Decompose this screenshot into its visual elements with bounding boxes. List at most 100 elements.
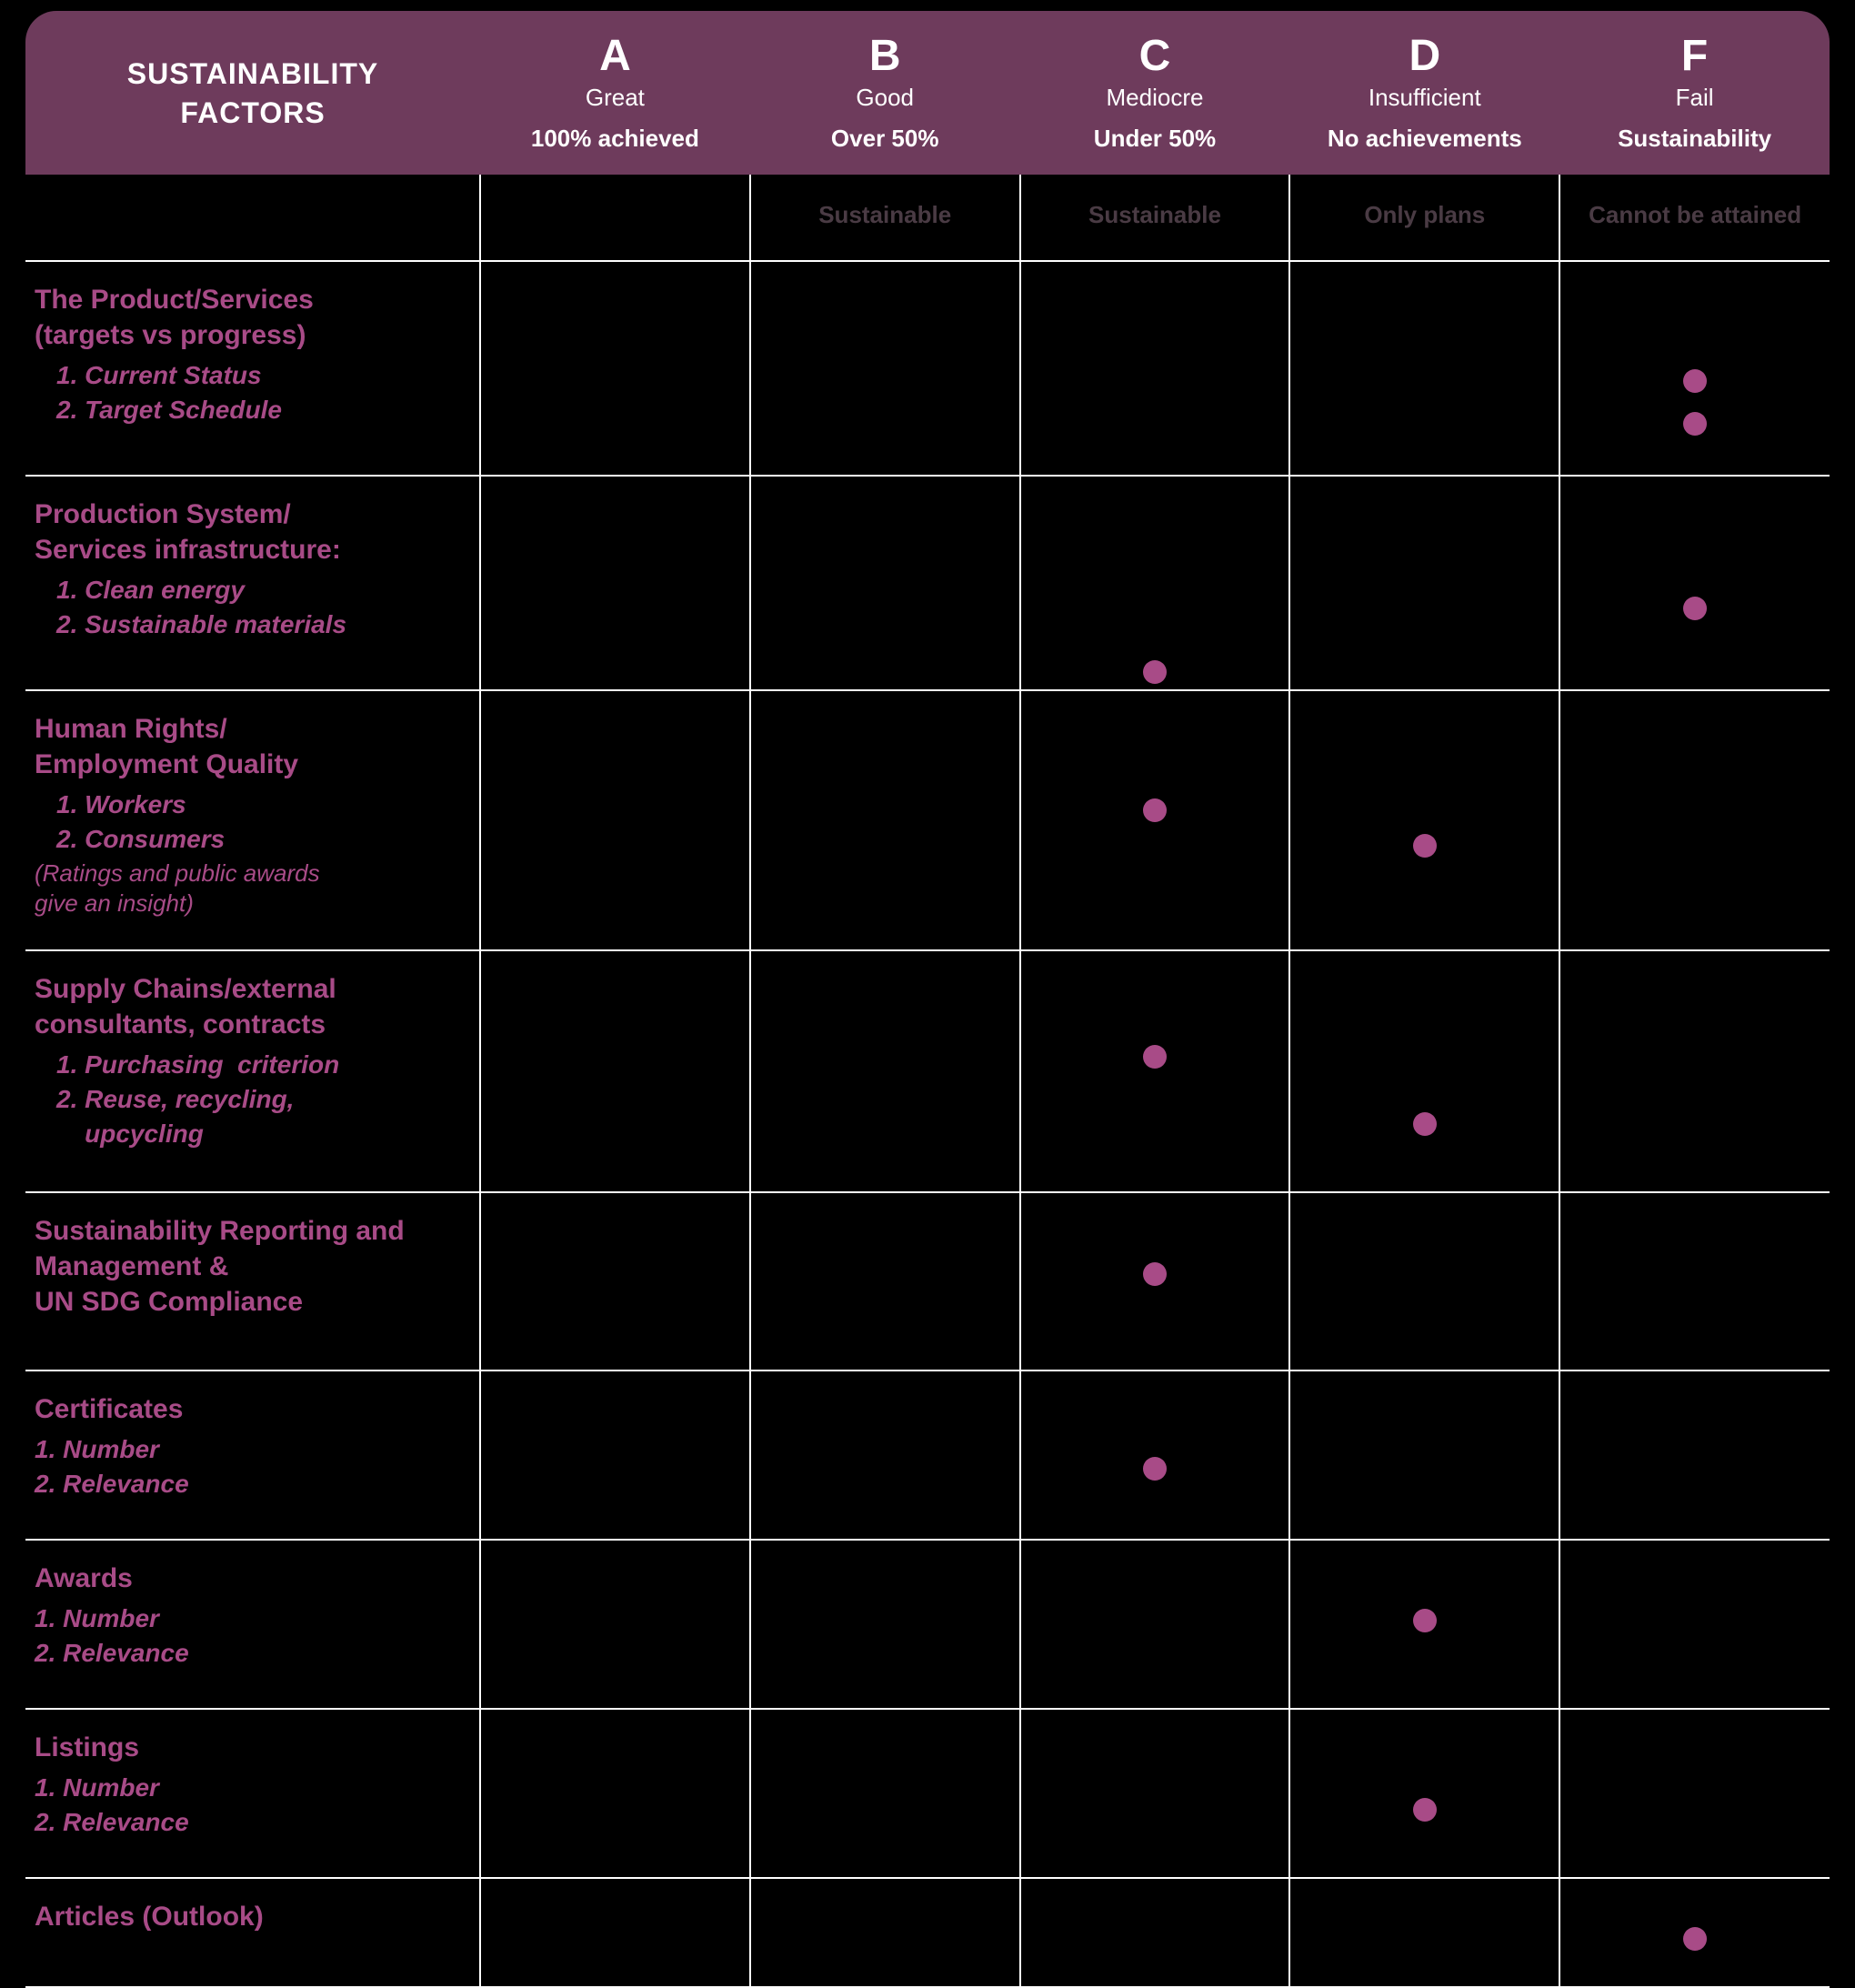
subheader-row: SustainableSustainableOnly plansCannot b… <box>25 175 1830 261</box>
grade-cell <box>1559 1709 1830 1878</box>
score-dot <box>1413 834 1437 858</box>
factor-title: Listings <box>35 1730 466 1765</box>
subheader-grade-cell: Only plans <box>1289 175 1559 261</box>
factor-title: Awards <box>35 1561 466 1596</box>
factor-subitem: 1. Workers <box>35 788 466 822</box>
factor-subitem: 2. Target Schedule <box>35 393 466 427</box>
grade-cell <box>750 1878 1020 1987</box>
header-row: SUSTAINABILITY FACTORS A Great 100% achi… <box>25 11 1830 175</box>
score-dot <box>1413 1112 1437 1136</box>
table-row: The Product/Services(targets vs progress… <box>25 261 1830 476</box>
table-row: Awards 1. Number2. Relevance <box>25 1540 1830 1709</box>
grade-cell <box>480 1709 750 1878</box>
score-dot <box>1683 1927 1707 1951</box>
subheader-grade-cell: Sustainable <box>1020 175 1290 261</box>
score-dot <box>1143 1457 1167 1481</box>
factor-title: Supply Chains/externalconsultants, contr… <box>35 971 466 1042</box>
factor-cell: Articles (Outlook) <box>25 1878 480 1987</box>
subheader-factor-cell <box>25 175 480 261</box>
table-row: Articles (Outlook) <box>25 1878 1830 1987</box>
subheader-grade-cell: Cannot be attained <box>1559 175 1830 261</box>
grade-cell <box>750 690 1020 950</box>
grade-cell <box>750 1192 1020 1371</box>
grade-sub: 100% achieved <box>491 125 739 153</box>
grade-cell <box>750 1540 1020 1709</box>
table-row: Supply Chains/externalconsultants, contr… <box>25 950 1830 1192</box>
factor-subitems: 1. Number2. Relevance <box>35 1432 466 1501</box>
factor-cell: Sustainability Reporting andManagement &… <box>25 1192 480 1371</box>
factor-subitems: 1. Current Status2. Target Schedule <box>35 358 466 427</box>
grade-cell <box>750 476 1020 690</box>
grade-cell <box>1289 261 1559 476</box>
factor-subitem: 2. Relevance <box>35 1467 466 1501</box>
grade-cell <box>480 1540 750 1709</box>
grade-sub: Under 50% <box>1031 125 1279 153</box>
scorecard-wrapper: { "colors": { "background": "#000000", "… <box>0 0 1855 1862</box>
grade-cell <box>750 950 1020 1192</box>
grade-cell <box>1559 1192 1830 1371</box>
grade-cell <box>1020 1540 1290 1709</box>
grade-cell <box>1020 476 1290 690</box>
grade-cell <box>1559 261 1830 476</box>
grade-sub: No achievements <box>1300 125 1549 153</box>
header-grade-d: D Insufficient No achievements <box>1289 11 1559 175</box>
factor-subitems: 1. Workers2. Consumers <box>35 788 466 857</box>
grade-cell <box>1559 476 1830 690</box>
factor-subitems: 1. Number2. Relevance <box>35 1771 466 1840</box>
factor-subitems: 1. Number2. Relevance <box>35 1601 466 1671</box>
table-row: Human Rights/Employment Quality1. Worker… <box>25 690 1830 950</box>
factor-note: (Ratings and public awardsgive an insigh… <box>35 858 466 920</box>
grade-word: Mediocre <box>1031 84 1279 112</box>
grade-cell <box>1559 1540 1830 1709</box>
grade-cell <box>1559 690 1830 950</box>
grade-word: Insufficient <box>1300 84 1549 112</box>
factor-title: The Product/Services(targets vs progress… <box>35 282 466 353</box>
factor-subitem: 1. Number <box>35 1601 466 1636</box>
factor-subitem: 1. Number <box>35 1432 466 1467</box>
factor-subitems: 1. Purchasing criterion2. Reuse, recycli… <box>35 1048 466 1150</box>
grade-cell <box>1020 261 1290 476</box>
score-dot <box>1683 412 1707 436</box>
grade-cell <box>1289 1540 1559 1709</box>
factor-subitem: 1. Number <box>35 1771 466 1805</box>
factor-subitems: 1. Clean energy2. Sustainable materials <box>35 573 466 642</box>
factor-title: Articles (Outlook) <box>35 1899 466 1934</box>
factor-subitem: 2. Relevance <box>35 1805 466 1840</box>
factor-subitem: 2. Sustainable materials <box>35 607 466 642</box>
score-dot <box>1143 1045 1167 1069</box>
score-dot <box>1413 1798 1437 1822</box>
factor-cell: Certificates1. Number2. Relevance <box>25 1371 480 1540</box>
grade-cell <box>1289 1192 1559 1371</box>
grade-cell <box>480 690 750 950</box>
header-factors: SUSTAINABILITY FACTORS <box>25 11 480 175</box>
score-dot <box>1143 660 1167 684</box>
grade-cell <box>750 261 1020 476</box>
table-body: SustainableSustainableOnly plansCannot b… <box>25 175 1830 1987</box>
factor-subitem: 2. Reuse, recycling, upcycling <box>35 1082 466 1151</box>
grade-cell <box>1559 1371 1830 1540</box>
grade-letter: D <box>1300 35 1549 78</box>
header-grade-b: B Good Over 50% <box>750 11 1020 175</box>
factor-cell: Production System/Services infrastructur… <box>25 476 480 690</box>
score-dot <box>1683 369 1707 393</box>
grade-word: Great <box>491 84 739 112</box>
grade-cell <box>1020 1371 1290 1540</box>
grade-word: Good <box>761 84 1009 112</box>
header-grade-a: A Great 100% achieved <box>480 11 750 175</box>
grade-letter: A <box>491 35 739 78</box>
factor-subitem: 1. Current Status <box>35 358 466 393</box>
grade-cell <box>1020 1192 1290 1371</box>
factor-cell: Awards 1. Number2. Relevance <box>25 1540 480 1709</box>
grade-cell <box>1559 1878 1830 1987</box>
grade-cell <box>480 950 750 1192</box>
factor-title: Sustainability Reporting andManagement &… <box>35 1213 466 1320</box>
grade-cell <box>480 476 750 690</box>
grade-cell <box>1289 950 1559 1192</box>
factor-cell: Listings 1. Number2. Relevance <box>25 1709 480 1878</box>
grade-letter: C <box>1031 35 1279 78</box>
header-factors-line2: FACTORS <box>180 96 325 129</box>
score-dot <box>1143 1262 1167 1286</box>
grade-cell <box>1559 950 1830 1192</box>
factor-title: Production System/Services infrastructur… <box>35 497 466 567</box>
factor-subitem: 2. Consumers <box>35 822 466 857</box>
